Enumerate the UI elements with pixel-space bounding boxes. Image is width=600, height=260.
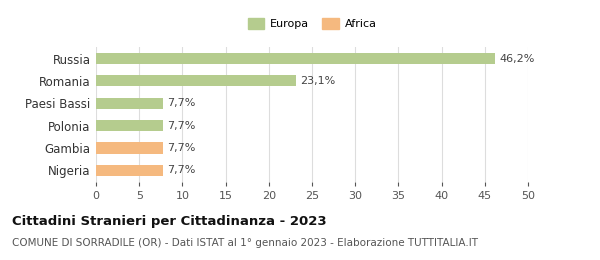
Bar	[96, 53, 495, 64]
Text: Cittadini Stranieri per Cittadinanza - 2023: Cittadini Stranieri per Cittadinanza - 2…	[12, 214, 326, 228]
Bar	[96, 75, 296, 87]
Text: 7,7%: 7,7%	[167, 98, 195, 108]
Bar	[96, 142, 163, 153]
Bar	[96, 98, 163, 109]
Bar	[96, 120, 163, 131]
Text: 7,7%: 7,7%	[167, 121, 195, 131]
Text: 7,7%: 7,7%	[167, 143, 195, 153]
Legend: Europa, Africa: Europa, Africa	[244, 15, 380, 32]
Text: 46,2%: 46,2%	[499, 54, 535, 63]
Text: 23,1%: 23,1%	[300, 76, 335, 86]
Text: COMUNE DI SORRADILE (OR) - Dati ISTAT al 1° gennaio 2023 - Elaborazione TUTTITAL: COMUNE DI SORRADILE (OR) - Dati ISTAT al…	[12, 238, 478, 248]
Bar	[96, 165, 163, 176]
Text: 7,7%: 7,7%	[167, 165, 195, 175]
